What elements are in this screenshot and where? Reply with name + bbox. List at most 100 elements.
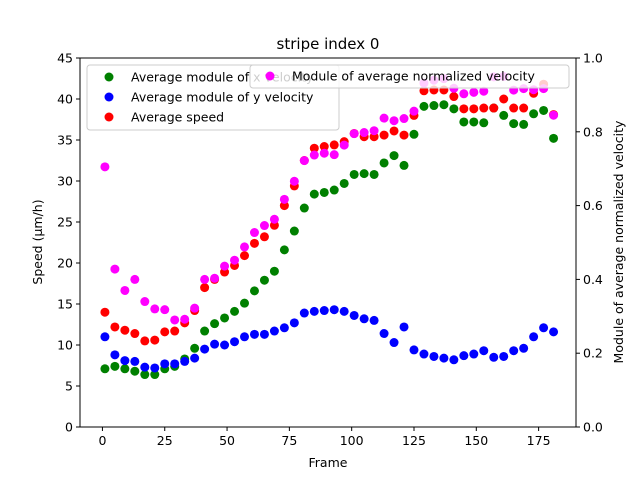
- data-point: [369, 315, 379, 325]
- data-point: [190, 353, 200, 363]
- data-point: [419, 101, 429, 111]
- data-point: [140, 297, 150, 307]
- data-point: [170, 359, 180, 369]
- data-point: [220, 261, 230, 271]
- data-point: [259, 221, 269, 231]
- data-point: [120, 356, 130, 366]
- y-tick-label: 10: [57, 338, 73, 353]
- x-tick-label: 150: [464, 433, 488, 448]
- data-point: [479, 103, 489, 113]
- y-tick-label: 15: [57, 297, 73, 312]
- y-tick-label: 20: [57, 256, 73, 271]
- data-point: [339, 140, 349, 150]
- y2-tick-label: 0.0: [583, 420, 603, 435]
- data-point: [200, 326, 210, 336]
- data-point: [140, 336, 150, 346]
- data-point: [509, 119, 519, 129]
- scatter-points-group: [100, 71, 559, 380]
- y-tick-label: 0: [65, 420, 73, 435]
- data-point: [279, 201, 289, 211]
- data-point: [519, 119, 529, 129]
- data-point: [130, 329, 140, 339]
- data-point: [509, 103, 519, 113]
- series-3: [100, 71, 559, 325]
- data-point: [200, 344, 210, 354]
- data-point: [150, 304, 160, 314]
- data-point: [150, 335, 160, 345]
- data-point: [459, 117, 469, 127]
- data-point: [409, 106, 419, 116]
- data-point: [249, 228, 259, 238]
- data-point: [379, 130, 389, 140]
- data-point: [449, 92, 459, 102]
- data-point: [200, 274, 210, 284]
- legend-marker: [104, 112, 114, 122]
- y-tick-label: 35: [57, 133, 73, 148]
- data-point: [230, 337, 240, 347]
- data-point: [249, 329, 259, 339]
- data-point: [110, 322, 120, 332]
- y-tick-label: 25: [57, 215, 73, 230]
- data-point: [519, 343, 529, 353]
- data-point: [309, 306, 319, 316]
- data-point: [539, 105, 549, 115]
- data-point: [170, 315, 180, 325]
- data-point: [309, 143, 319, 153]
- data-point: [289, 226, 299, 236]
- data-point: [469, 104, 479, 114]
- data-point: [369, 126, 379, 136]
- data-point: [339, 178, 349, 188]
- legend-marker: [104, 92, 114, 102]
- data-point: [120, 325, 130, 335]
- data-point: [409, 129, 419, 139]
- data-point: [409, 345, 419, 355]
- data-point: [220, 340, 230, 350]
- data-point: [459, 104, 469, 114]
- y-right-ticks-group: 0.0 0.2 0.4 0.6 0.8 1.0: [576, 51, 603, 435]
- data-point: [170, 326, 180, 336]
- data-point: [329, 150, 339, 160]
- data-point: [489, 103, 499, 113]
- data-point: [269, 266, 279, 276]
- legend-right-frame: [249, 64, 570, 89]
- data-point: [449, 355, 459, 365]
- data-point: [269, 326, 279, 336]
- data-point: [359, 169, 369, 179]
- data-point: [349, 310, 359, 320]
- data-point: [349, 169, 359, 179]
- data-point: [299, 203, 309, 213]
- data-point: [399, 160, 409, 170]
- data-point: [259, 329, 269, 339]
- x-tick-label: 125: [402, 433, 426, 448]
- data-point: [249, 286, 259, 296]
- data-point: [469, 87, 479, 97]
- data-point: [449, 104, 459, 114]
- y2-tick-label: 0.4: [583, 272, 603, 287]
- data-point: [439, 100, 449, 110]
- data-point: [469, 349, 479, 359]
- data-point: [130, 356, 140, 366]
- data-point: [319, 187, 329, 197]
- plot-frame: [79, 57, 577, 428]
- data-point: [110, 264, 120, 274]
- data-point: [249, 238, 259, 248]
- data-point: [120, 364, 130, 374]
- data-point: [459, 89, 469, 99]
- data-point: [379, 158, 389, 168]
- data-point: [160, 327, 170, 337]
- data-point: [269, 214, 279, 224]
- data-point: [210, 273, 220, 283]
- data-point: [180, 314, 190, 324]
- y-axis-label: Speed (μm/h): [30, 199, 45, 284]
- data-point: [309, 150, 319, 160]
- data-point: [389, 338, 399, 348]
- data-point: [549, 110, 559, 120]
- data-point: [479, 86, 489, 96]
- data-point: [180, 356, 190, 366]
- data-point: [279, 323, 289, 333]
- data-point: [259, 275, 269, 285]
- y-left-ticks-group: 0 5 10 15 20 25 30 35 40 45: [57, 51, 80, 435]
- legend-marker: [104, 72, 114, 82]
- data-point: [190, 343, 200, 353]
- data-point: [240, 332, 249, 342]
